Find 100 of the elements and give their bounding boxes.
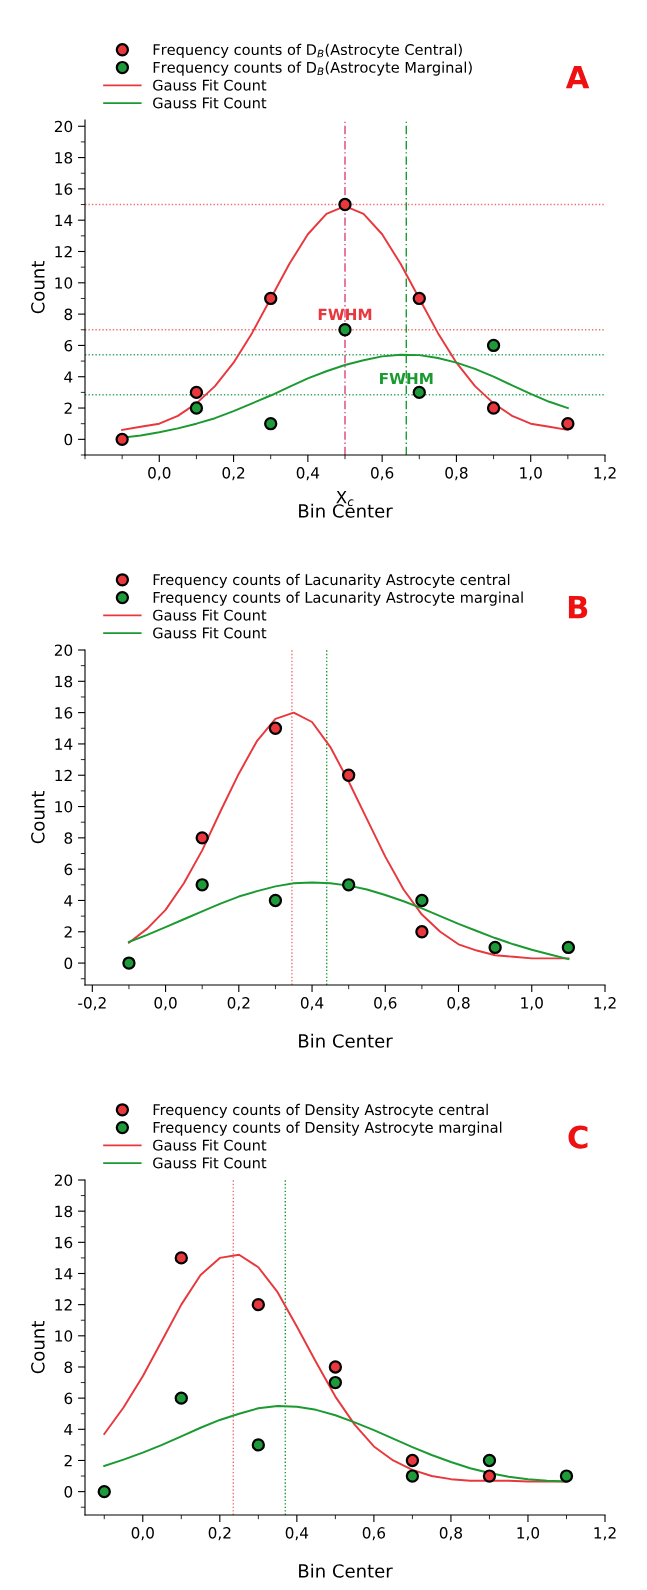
x-tick-label: 1,2: [594, 467, 616, 481]
y-tick-label: 20: [54, 1174, 73, 1187]
point: [264, 417, 278, 431]
x-tick-label: 0,2: [227, 997, 250, 1011]
point: [195, 878, 209, 892]
point: [338, 323, 352, 337]
x-tick-label: 0,8: [445, 467, 468, 481]
point: [97, 1484, 111, 1499]
y-tick-label: 16: [55, 1236, 73, 1249]
y-tick-label: 0: [64, 957, 73, 970]
x-tick-label: 0,2: [222, 467, 245, 481]
y-tick-label: 4: [64, 895, 73, 907]
chart-title: C: [568, 1125, 588, 1149]
y-tick-label: 16: [55, 183, 73, 195]
point: [342, 878, 356, 892]
y-tick-label: 0: [64, 1486, 73, 1498]
point: [559, 1469, 574, 1483]
y-tick-label: 12: [55, 769, 72, 782]
x-tick-label: 1,0: [517, 1527, 540, 1541]
x-tick-label: 0,2: [208, 1527, 231, 1541]
y-tick-label: 12: [55, 1299, 72, 1311]
y-axis-title: Count: [31, 791, 45, 844]
point: [122, 956, 136, 970]
point: [482, 1453, 497, 1468]
legend-label: Frequency counts of Density Astrocyte central: [153, 1103, 488, 1118]
legend-label: Frequency counts of D$_{B}$(Astrocyte Marginal): [153, 61, 472, 76]
y-tick-label: 6: [64, 339, 73, 352]
point: [488, 940, 502, 955]
point: [251, 1438, 265, 1452]
x-tick-label: 0,8: [447, 997, 470, 1011]
x-tick-label: 1,2: [594, 1527, 616, 1541]
x-tick-label: 0,6: [362, 1527, 386, 1541]
y-tick-label: 8: [64, 308, 73, 321]
point: [338, 197, 352, 212]
legend-label: Frequency counts of Lacunarity Astrocyte central: [153, 573, 510, 588]
point: [412, 385, 426, 400]
point: [412, 291, 426, 306]
y-tick-label: 10: [55, 1330, 73, 1342]
x-tick-label: 1,0: [520, 467, 542, 481]
x-tick-label: 0,8: [439, 1527, 463, 1541]
point: [415, 925, 429, 939]
y-tick-label: 18: [55, 675, 73, 688]
y-tick-label: 8: [64, 1361, 73, 1373]
point: [251, 1297, 265, 1312]
x-tick-label: 0,6: [374, 997, 397, 1011]
y-tick-label: 2: [64, 926, 72, 938]
x-tick-label: 1,2: [594, 997, 616, 1011]
y-tick-label: 18: [55, 152, 73, 164]
legend-label: Gauss Fit Count: [153, 97, 267, 109]
point: [268, 893, 283, 908]
y-tick-label: 10: [55, 801, 73, 813]
point: [482, 1469, 497, 1483]
x-tick-label: 1,0: [521, 997, 543, 1011]
annotation: FWHM: [318, 308, 372, 320]
chart-title: A: [565, 65, 590, 89]
point: [174, 1251, 188, 1265]
point: [328, 1375, 343, 1390]
x-axis-title: Bin Center: [299, 1033, 393, 1048]
point: [486, 338, 501, 353]
y-tick-label: 6: [64, 863, 73, 876]
x-tick-label: 0,0: [131, 1527, 154, 1541]
y-tick-label: 18: [55, 1205, 73, 1218]
point: [189, 401, 204, 415]
point: [174, 1391, 188, 1405]
y-tick-label: 14: [55, 738, 73, 750]
y-tick-label: 4: [64, 371, 73, 383]
x-tick-label: -0,2: [78, 997, 106, 1011]
point: [415, 893, 429, 908]
x-tick-label: 0,6: [371, 467, 394, 481]
y-tick-label: 2: [64, 402, 72, 414]
point: [328, 1360, 343, 1374]
point: [405, 1453, 420, 1468]
y-axis-title: Count: [31, 261, 45, 314]
y-tick-label: 4: [64, 1423, 73, 1436]
y-tick-label: 14: [55, 214, 73, 226]
legend-label: Gauss Fit Count: [153, 609, 267, 621]
y-tick-label: 2: [64, 1454, 72, 1467]
y-tick-label: 12: [55, 245, 72, 258]
legend-label: Gauss Fit Count: [153, 1157, 267, 1169]
x-tick-label: 0,4: [296, 467, 320, 481]
x-tick-label: 0,0: [148, 467, 171, 481]
y-tick-label: 0: [64, 433, 73, 446]
point: [189, 385, 204, 400]
annotation: FWHM: [380, 372, 433, 385]
point: [195, 831, 209, 845]
y-axis-title: Count: [31, 1321, 45, 1374]
point: [115, 432, 129, 447]
legend-label: Gauss Fit Count: [153, 79, 267, 91]
point: [342, 768, 356, 782]
x-tick-label: 0,4: [285, 1527, 309, 1541]
line-series: [127, 711, 570, 960]
chart-title: B: [568, 595, 588, 619]
point: [561, 940, 576, 955]
y-tick-label: 20: [54, 644, 73, 657]
point: [264, 291, 278, 306]
legend-label: Gauss Fit Count: [153, 1139, 267, 1151]
legend-label: Gauss Fit Count: [153, 627, 267, 639]
y-tick-label: 14: [55, 1268, 73, 1280]
y-tick-label: 6: [64, 1392, 73, 1405]
point: [405, 1469, 420, 1483]
